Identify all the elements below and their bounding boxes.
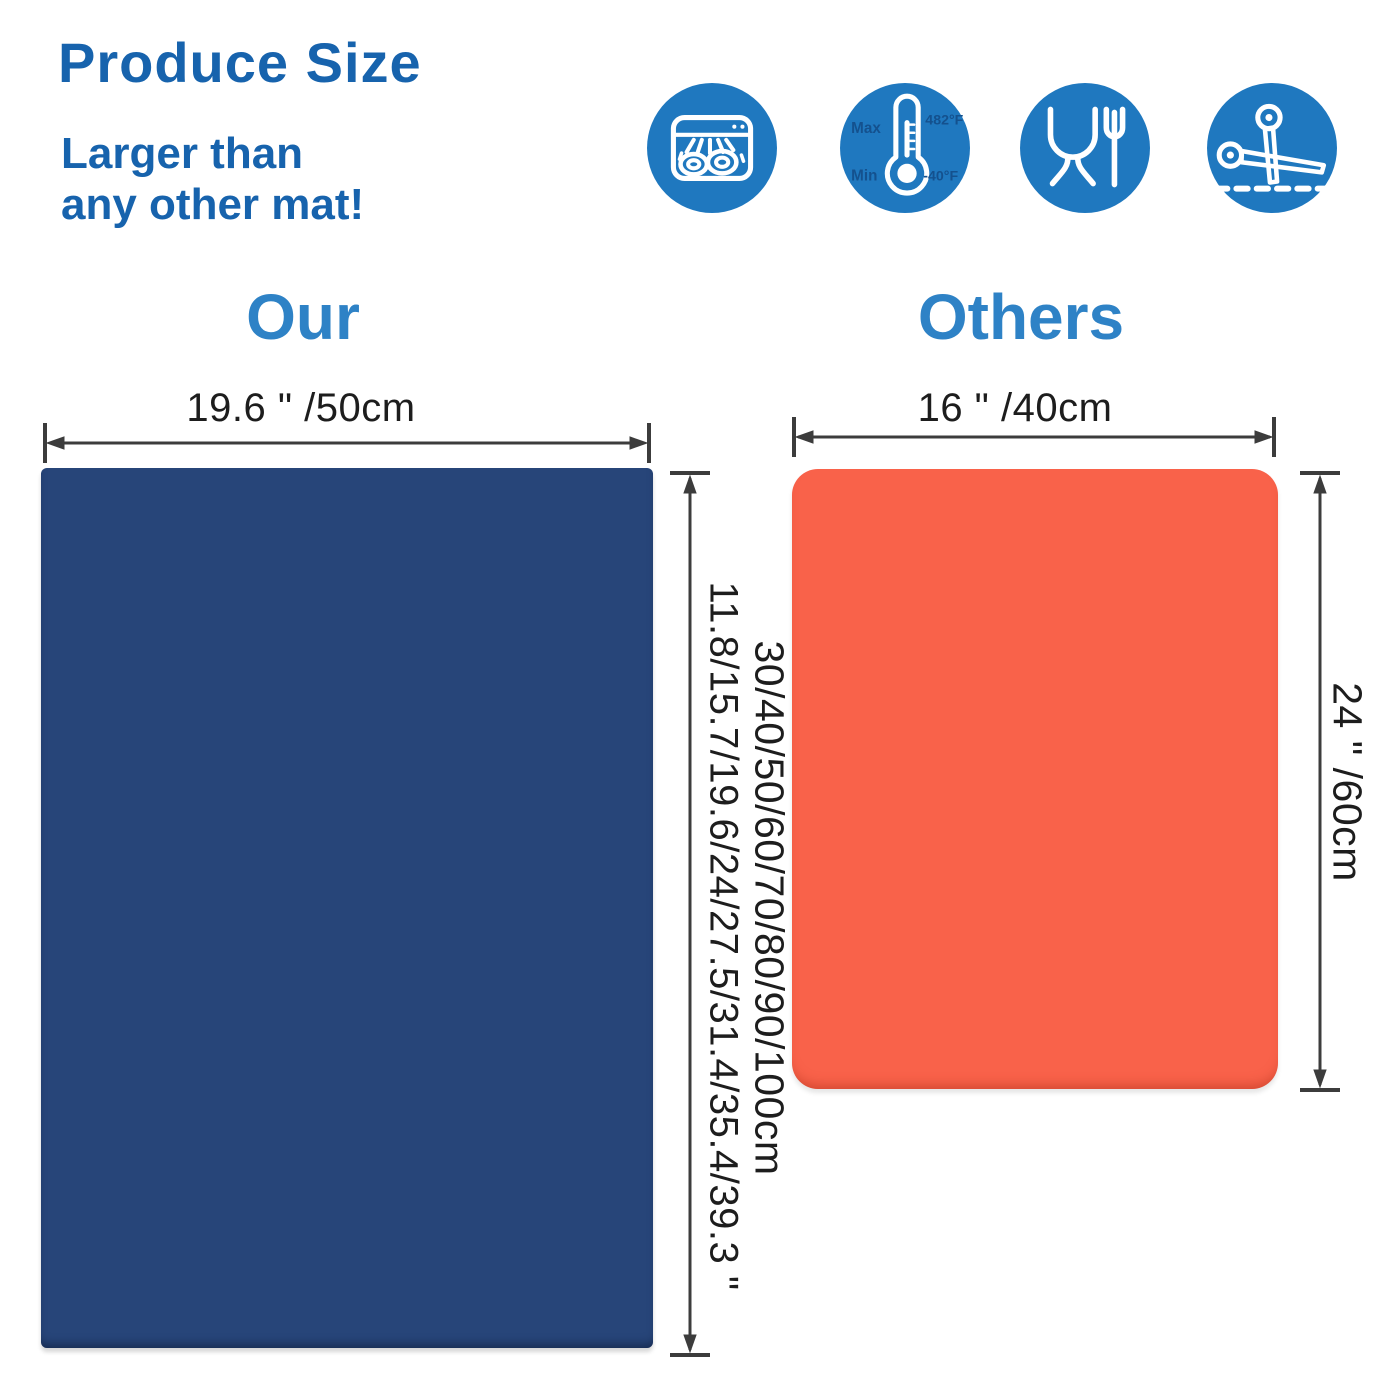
our-mat [41,468,653,1348]
our-mat-width-label: 19.6 " /50cm [186,386,416,430]
others-mat-width-arrow [792,417,1276,457]
others-mat-height-label: 24 " /60cm [1324,682,1371,882]
our-column-label: Our [246,281,360,353]
others-mat [792,469,1278,1089]
temp-min-value: -40°F [923,168,958,184]
page-subtitle: Larger than any other mat! [61,128,364,231]
temp-max-label: Max [851,120,881,137]
cuttable-icon [1206,82,1338,214]
food-safe-icon [1019,82,1151,214]
others-column-label: Others [917,281,1125,353]
temp-max-value: 482°F [925,113,963,129]
others-mat-width-label: 16 " /40cm [917,386,1113,430]
our-mat-height-label-cm: 30/40/50/60/70/80/90/100cm [746,640,793,1176]
subtitle-line-1: Larger than [61,129,304,178]
page-title: Produce Size [58,31,422,94]
our-mat-height-arrow [670,471,710,1357]
subtitle-line-2: any other mat! [61,180,365,230]
our-mat-height-label-inches: 11.8/15.7/19.6/24/27.5/31.4/35.4/39.3 " [701,581,746,1291]
others-mat-height-arrow [1300,471,1340,1092]
dishwasher-safe-icon [646,82,778,214]
temperature-range-icon: Max 482°F Min -40°F [839,82,971,214]
our-mat-width-arrow [43,423,651,463]
temp-min-label: Min [851,167,877,184]
